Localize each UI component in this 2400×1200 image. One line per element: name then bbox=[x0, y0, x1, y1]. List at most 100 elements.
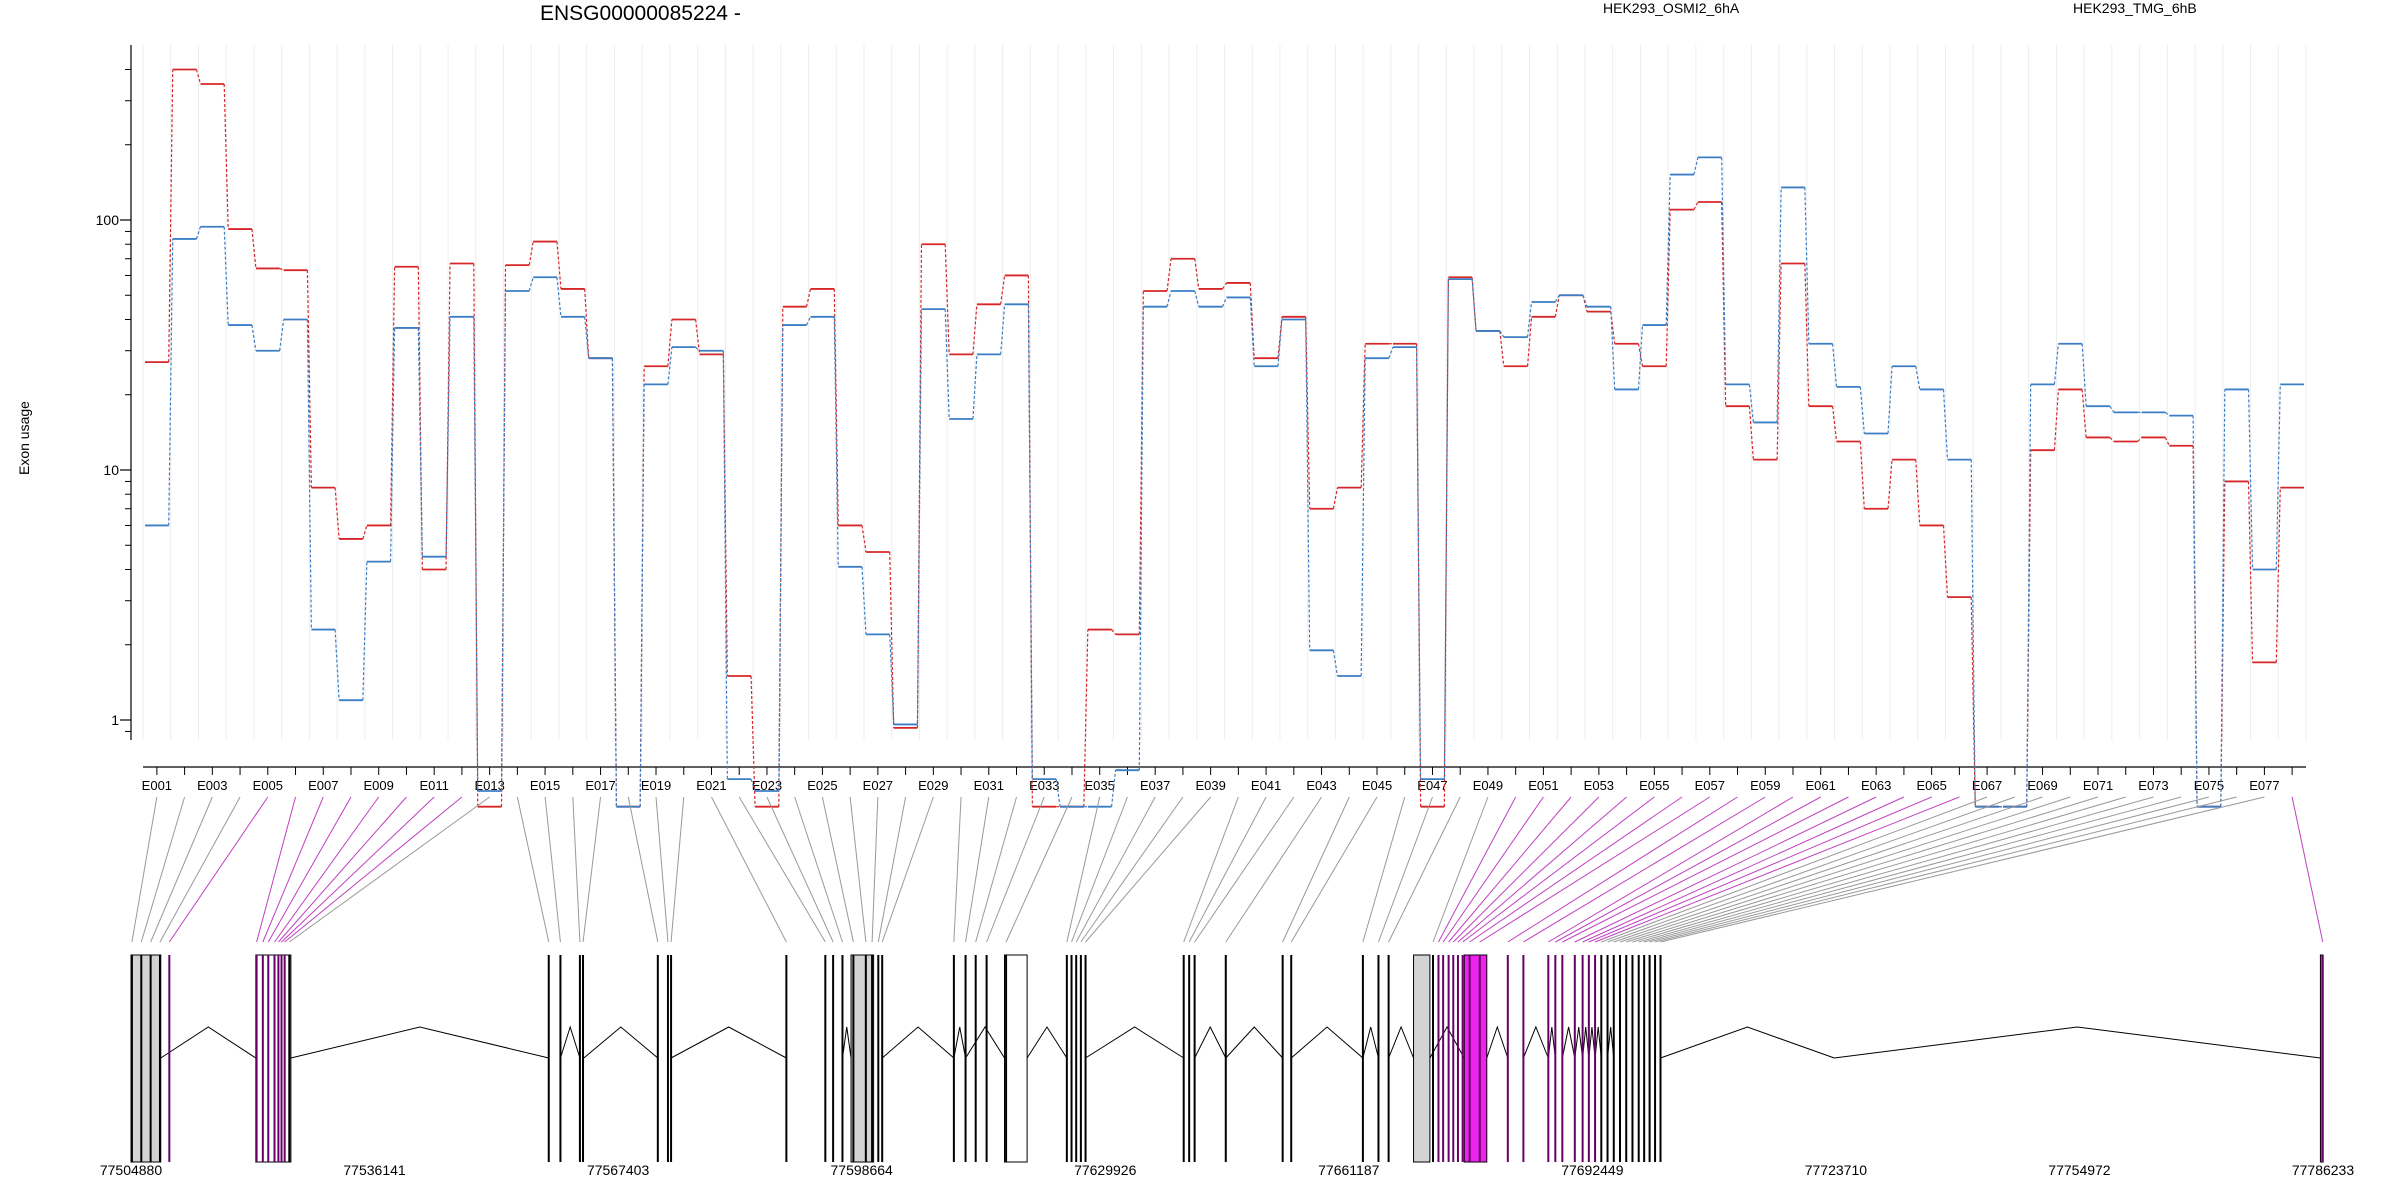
series-connector bbox=[750, 675, 756, 807]
series-connector bbox=[1249, 297, 1255, 367]
x-tick-label: E077 bbox=[2249, 778, 2279, 793]
x-tick-label: E001 bbox=[142, 778, 172, 793]
exon-mapping-line bbox=[965, 796, 990, 943]
intron-line bbox=[559, 1025, 581, 1059]
x-tick-label: E037 bbox=[1140, 778, 1170, 793]
series-connector bbox=[750, 778, 756, 792]
series-connector bbox=[584, 316, 590, 359]
intron-line bbox=[1194, 1025, 1227, 1059]
x-tick-label: E063 bbox=[1861, 778, 1891, 793]
exon-mapping-line bbox=[572, 796, 581, 943]
x-tick-label: E009 bbox=[364, 778, 394, 793]
series-connector bbox=[889, 551, 895, 728]
exon-mapping-line bbox=[655, 796, 669, 943]
y-tick-label: 1 bbox=[111, 712, 119, 728]
series-connector bbox=[1499, 330, 1505, 367]
series-connector bbox=[334, 629, 340, 701]
exon-mapping-line bbox=[1523, 796, 1766, 943]
intron-line bbox=[1834, 1026, 2321, 1059]
series-connector bbox=[1166, 258, 1172, 292]
series-connector bbox=[528, 277, 534, 292]
x-tick-label: E053 bbox=[1584, 778, 1614, 793]
exon-mapping-line bbox=[1613, 796, 2043, 943]
exon-mapping-line bbox=[877, 796, 907, 943]
series-connector bbox=[722, 354, 728, 676]
series-connector bbox=[722, 350, 728, 780]
series-connector bbox=[1249, 282, 1255, 359]
legend-series-b: HEK293_TMG_6hB bbox=[2073, 0, 2197, 16]
intron-line bbox=[1429, 1025, 1465, 1059]
exon-mapping-line bbox=[1479, 796, 1711, 943]
series-connector bbox=[833, 288, 839, 526]
series-connector bbox=[1332, 487, 1339, 509]
x-tick-label: E057 bbox=[1695, 778, 1725, 793]
intron-line bbox=[1547, 1026, 1556, 1059]
exon-mapping-line bbox=[1660, 796, 2265, 943]
exon-mapping-line bbox=[1562, 796, 1849, 943]
series-connector bbox=[1665, 209, 1671, 367]
series-connector bbox=[168, 69, 174, 363]
series-connector bbox=[500, 290, 507, 792]
genomic-coordinate-label: 77629926 bbox=[1074, 1162, 1137, 1178]
x-tick-label: E075 bbox=[2194, 778, 2224, 793]
series-connector bbox=[1859, 386, 1865, 434]
exon-mapping-line bbox=[1548, 796, 1794, 943]
x-tick-label: E031 bbox=[974, 778, 1004, 793]
intron-line bbox=[1085, 1026, 1184, 1059]
series-connector bbox=[1887, 366, 1893, 434]
series-connector bbox=[1887, 459, 1893, 509]
series-connector bbox=[1582, 295, 1588, 307]
exon-mapping-line bbox=[582, 796, 602, 943]
exon-mapping-line bbox=[953, 796, 962, 943]
exon-mapping-line bbox=[1619, 796, 2071, 943]
series-connector bbox=[2137, 436, 2143, 442]
intron-line bbox=[1594, 1026, 1602, 1059]
intron-line bbox=[841, 1026, 852, 1059]
series-connector bbox=[251, 228, 257, 269]
x-tick-label: E003 bbox=[197, 778, 227, 793]
intron-line bbox=[1607, 1026, 1615, 1059]
exon-mapping-line bbox=[1654, 796, 2237, 943]
exon-mapping-line bbox=[1649, 796, 2210, 943]
series-connector bbox=[1915, 459, 1921, 526]
intron-line bbox=[290, 1026, 549, 1059]
x-tick-label: E065 bbox=[1916, 778, 1946, 793]
exon-mapping-line bbox=[975, 796, 1018, 943]
series-connector bbox=[1748, 384, 1754, 423]
exon-mapping-line bbox=[849, 796, 867, 943]
exon-mapping-line bbox=[1632, 796, 2126, 943]
series-connector bbox=[1859, 441, 1865, 509]
series-connector bbox=[916, 309, 923, 725]
series-connector bbox=[2164, 437, 2170, 447]
exon-mapping-line bbox=[1588, 796, 1932, 943]
exon-mapping-line bbox=[544, 796, 561, 943]
series-connector bbox=[1554, 295, 1560, 317]
series-connector bbox=[279, 319, 285, 351]
series-connector bbox=[1222, 282, 1227, 290]
series-connector bbox=[2109, 405, 2115, 413]
intron-line bbox=[1026, 1026, 1068, 1059]
x-tick-label: E029 bbox=[918, 778, 948, 793]
y-tick-label: 10 bbox=[103, 462, 119, 478]
series-connector bbox=[695, 319, 701, 355]
series-connector bbox=[1138, 306, 1144, 771]
series-connector bbox=[251, 324, 257, 351]
series-connector bbox=[389, 266, 396, 526]
series-connector bbox=[1305, 319, 1311, 651]
series-connector bbox=[1526, 301, 1533, 338]
exon-mapping-line bbox=[140, 796, 186, 943]
series-connector bbox=[1277, 319, 1283, 367]
series-connector bbox=[2192, 415, 2198, 807]
x-tick-label: E051 bbox=[1528, 778, 1558, 793]
series-connector bbox=[1332, 650, 1339, 677]
series-connector bbox=[1637, 343, 1644, 367]
gene-region-box bbox=[130, 954, 162, 1163]
series-connector bbox=[528, 241, 534, 266]
exon-mapping-line bbox=[1457, 796, 1627, 943]
series-connector bbox=[2053, 343, 2060, 385]
series-connector bbox=[1776, 263, 1782, 460]
intron-line bbox=[1225, 1026, 1284, 1059]
x-tick-label: E015 bbox=[530, 778, 560, 793]
exon-mapping-line bbox=[1607, 796, 2015, 943]
